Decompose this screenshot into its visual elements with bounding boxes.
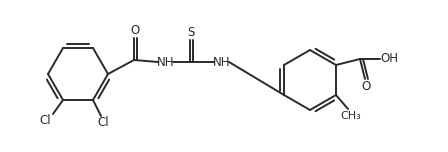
Text: OH: OH bbox=[380, 52, 398, 66]
Text: NH: NH bbox=[213, 55, 231, 69]
Text: S: S bbox=[187, 26, 195, 40]
Text: Cl: Cl bbox=[97, 116, 109, 130]
Text: O: O bbox=[130, 24, 140, 38]
Text: Cl: Cl bbox=[39, 114, 51, 128]
Text: NH: NH bbox=[157, 55, 175, 69]
Text: O: O bbox=[362, 79, 370, 93]
Text: CH₃: CH₃ bbox=[340, 111, 362, 121]
